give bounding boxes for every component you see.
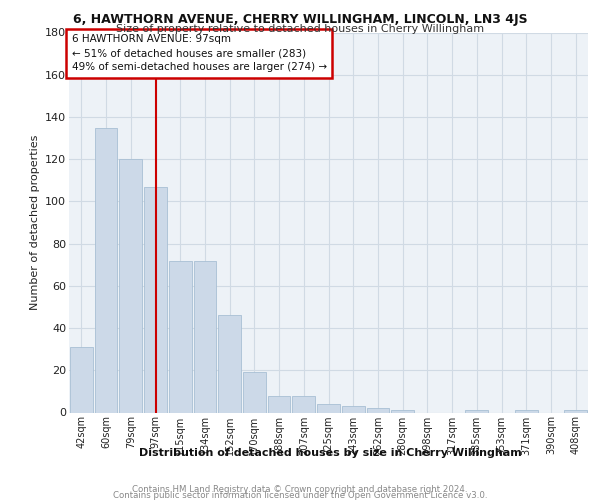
Y-axis label: Number of detached properties: Number of detached properties: [29, 135, 40, 310]
Bar: [367, 408, 389, 412]
Bar: [243, 372, 266, 412]
Bar: [515, 410, 538, 412]
Text: Contains public sector information licensed under the Open Government Licence v3: Contains public sector information licen…: [113, 490, 487, 500]
Text: Contains HM Land Registry data © Crown copyright and database right 2024.: Contains HM Land Registry data © Crown c…: [132, 484, 468, 494]
Bar: [466, 410, 488, 412]
Text: Distribution of detached houses by size in Cherry Willingham: Distribution of detached houses by size …: [139, 448, 521, 458]
Text: 6, HAWTHORN AVENUE, CHERRY WILLINGHAM, LINCOLN, LN3 4JS: 6, HAWTHORN AVENUE, CHERRY WILLINGHAM, L…: [73, 12, 527, 26]
Bar: [144, 186, 167, 412]
Bar: [119, 159, 142, 412]
Bar: [194, 260, 216, 412]
Bar: [70, 347, 93, 412]
Text: Size of property relative to detached houses in Cherry Willingham: Size of property relative to detached ho…: [116, 24, 484, 34]
Bar: [292, 396, 315, 412]
Bar: [342, 406, 365, 412]
Text: 6 HAWTHORN AVENUE: 97sqm
← 51% of detached houses are smaller (283)
49% of semi-: 6 HAWTHORN AVENUE: 97sqm ← 51% of detach…: [71, 34, 327, 72]
Bar: [169, 260, 191, 412]
Bar: [218, 316, 241, 412]
Bar: [95, 128, 118, 412]
Bar: [564, 410, 587, 412]
Bar: [391, 410, 414, 412]
Bar: [317, 404, 340, 412]
Bar: [268, 396, 290, 412]
